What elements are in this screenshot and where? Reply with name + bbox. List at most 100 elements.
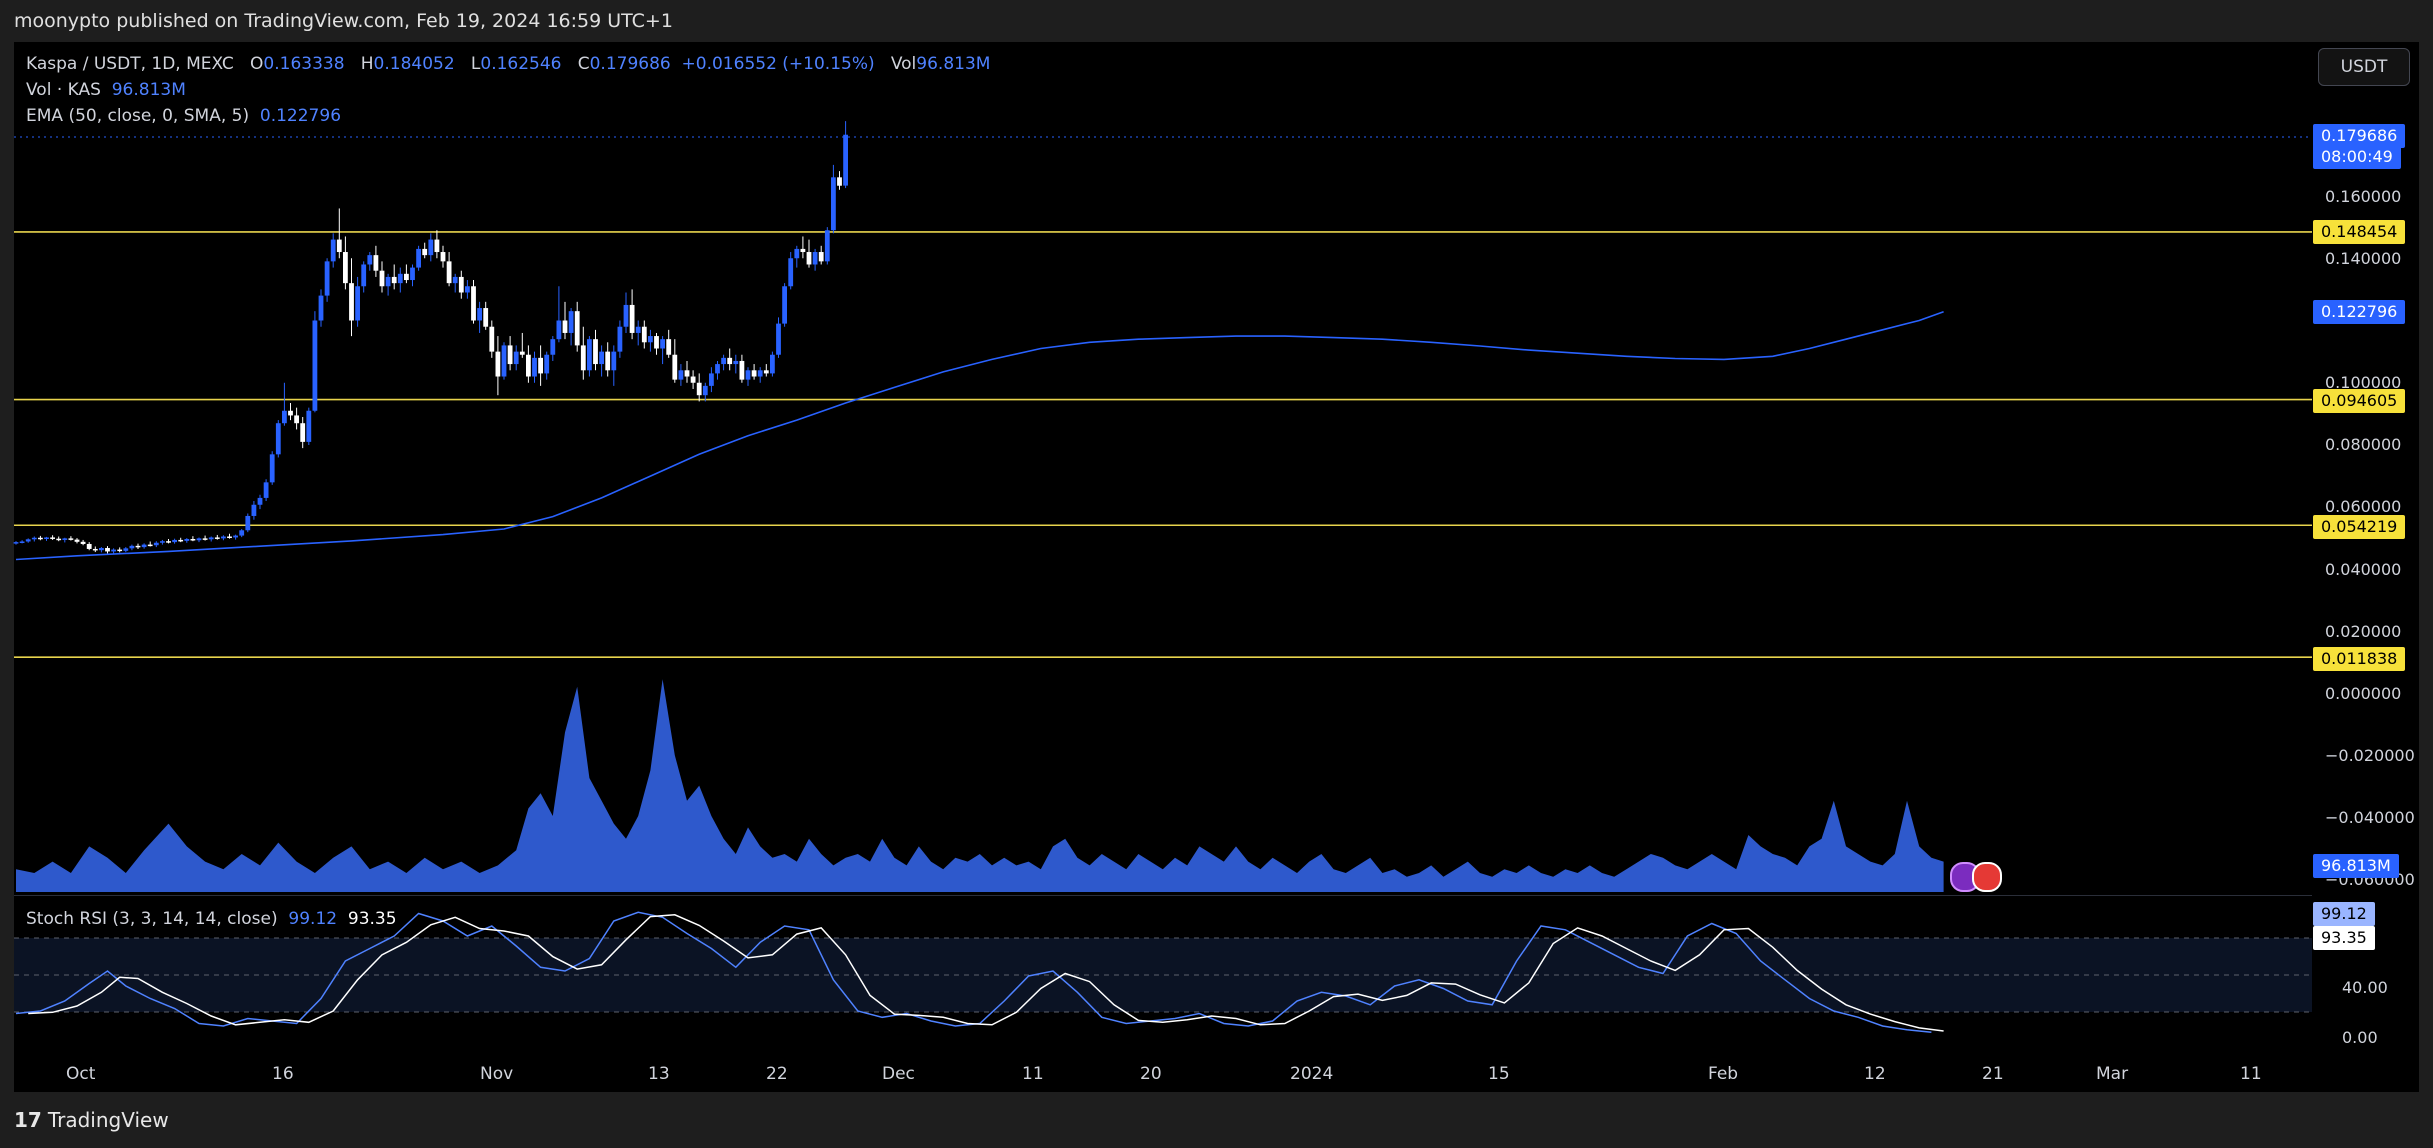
- tradingview-brand[interactable]: 17 TradingView: [14, 1108, 169, 1132]
- x-tick: 21: [1982, 1064, 2004, 1084]
- candle-body: [745, 370, 751, 380]
- x-tick: Feb: [1708, 1064, 1739, 1084]
- candle-body: [495, 351, 501, 377]
- close-value: 0.179686: [589, 54, 671, 74]
- tradingview-logo-icon: 17: [14, 1108, 42, 1132]
- candle-body: [227, 536, 232, 539]
- candle-body: [239, 530, 245, 536]
- candle-body: [190, 538, 196, 541]
- candle-body: [410, 267, 415, 281]
- candle-body: [440, 252, 446, 262]
- candle-body: [812, 252, 818, 265]
- volume-area: [16, 679, 1944, 892]
- x-tick: Mar: [2096, 1064, 2129, 1084]
- brand-label: TradingView: [47, 1108, 169, 1132]
- candle-body: [465, 286, 470, 293]
- candle-body: [50, 537, 55, 539]
- candle-body: [818, 252, 824, 262]
- candle-body: [300, 423, 306, 442]
- candle-body: [672, 354, 678, 380]
- candle-body: [288, 410, 293, 416]
- candle-body: [782, 286, 787, 324]
- candle-body: [31, 537, 37, 540]
- current-price-tag: 0.179686: [2313, 124, 2406, 148]
- candle-body: [330, 239, 336, 262]
- candle-body: [617, 326, 623, 352]
- x-tick: 2024: [1290, 1064, 1334, 1084]
- candle-body: [153, 542, 159, 546]
- candle-body: [269, 454, 275, 483]
- candle-body: [92, 548, 98, 551]
- symbol-label: Kaspa / USDT, 1D, MEXC: [26, 54, 234, 74]
- candle-body: [318, 295, 324, 321]
- candle-body: [763, 370, 769, 374]
- x-tick: Oct: [66, 1064, 96, 1084]
- candle-body: [562, 320, 568, 333]
- candle-body: [160, 541, 165, 543]
- change-value: +0.016552 (+10.15%): [681, 54, 875, 74]
- candle-body: [715, 364, 720, 374]
- stoch-k-tag: 99.12: [2313, 902, 2375, 926]
- pane-separator: [14, 895, 2312, 896]
- candle-body: [843, 134, 848, 186]
- x-tick: 12: [1864, 1064, 1886, 1084]
- y-tick: 0.000000: [2325, 684, 2402, 703]
- candle-body: [245, 515, 251, 531]
- candle-body: [397, 273, 403, 284]
- level-tag: 0.054219: [2313, 515, 2406, 539]
- candle-body: [605, 351, 611, 371]
- candle-body: [800, 248, 806, 253]
- x-tick: 13: [648, 1064, 670, 1084]
- candle-body: [794, 248, 800, 259]
- volume-legend: Vol · KAS 96.813M: [26, 80, 186, 100]
- ema-line: [15, 311, 1944, 561]
- candle-body: [580, 345, 586, 371]
- candle-body: [483, 308, 489, 327]
- candle-body: [385, 276, 391, 287]
- level-tag: 0.011838: [2313, 647, 2406, 671]
- candle-body: [489, 326, 495, 352]
- y-tick: 0.140000: [2325, 249, 2402, 268]
- y-tick: 0.060000: [2325, 497, 2402, 516]
- x-tick: 20: [1140, 1064, 1162, 1084]
- candle-body: [251, 504, 257, 516]
- candle-body: [587, 339, 592, 371]
- candle-body: [532, 357, 537, 377]
- candle-body: [446, 261, 452, 284]
- candle-body: [135, 545, 141, 548]
- vol-value: 96.813M: [916, 54, 991, 74]
- candle-body: [294, 415, 299, 424]
- candle-body: [13, 542, 19, 544]
- candle-body: [62, 538, 68, 540]
- flag-icon[interactable]: [1972, 862, 2002, 892]
- candle-body: [80, 541, 86, 544]
- candle-body: [770, 354, 775, 374]
- footer: 17 TradingView: [0, 1092, 2433, 1148]
- candle-body: [684, 370, 690, 377]
- symbol-legend: Kaspa / USDT, 1D, MEXC O0.163338 H0.1840…: [26, 54, 990, 74]
- currency-button[interactable]: USDT: [2318, 48, 2410, 86]
- candle-body: [99, 548, 104, 551]
- candle-body: [696, 382, 702, 396]
- candle-body: [336, 239, 342, 253]
- candle-body: [68, 538, 74, 540]
- publish-header: moonypto published on TradingView.com, F…: [0, 0, 2433, 42]
- candle-body: [422, 248, 428, 256]
- candle-body: [214, 537, 220, 539]
- candle-body: [312, 320, 318, 411]
- candle-body: [611, 351, 617, 371]
- candle-body: [623, 304, 629, 327]
- candle-body: [129, 545, 135, 549]
- candle-body: [690, 376, 696, 383]
- vol-kas-label: Vol · KAS: [26, 80, 101, 100]
- candle-body: [355, 286, 360, 321]
- candle-body: [86, 543, 92, 549]
- candle-body: [257, 497, 263, 505]
- stoch-k-line: [15, 911, 1932, 1034]
- y-tick: 0.080000: [2325, 435, 2402, 454]
- candle-body: [593, 339, 598, 365]
- y-tick: 0.100000: [2325, 373, 2402, 392]
- candle-body: [635, 326, 641, 333]
- low-value: 0.162546: [480, 54, 562, 74]
